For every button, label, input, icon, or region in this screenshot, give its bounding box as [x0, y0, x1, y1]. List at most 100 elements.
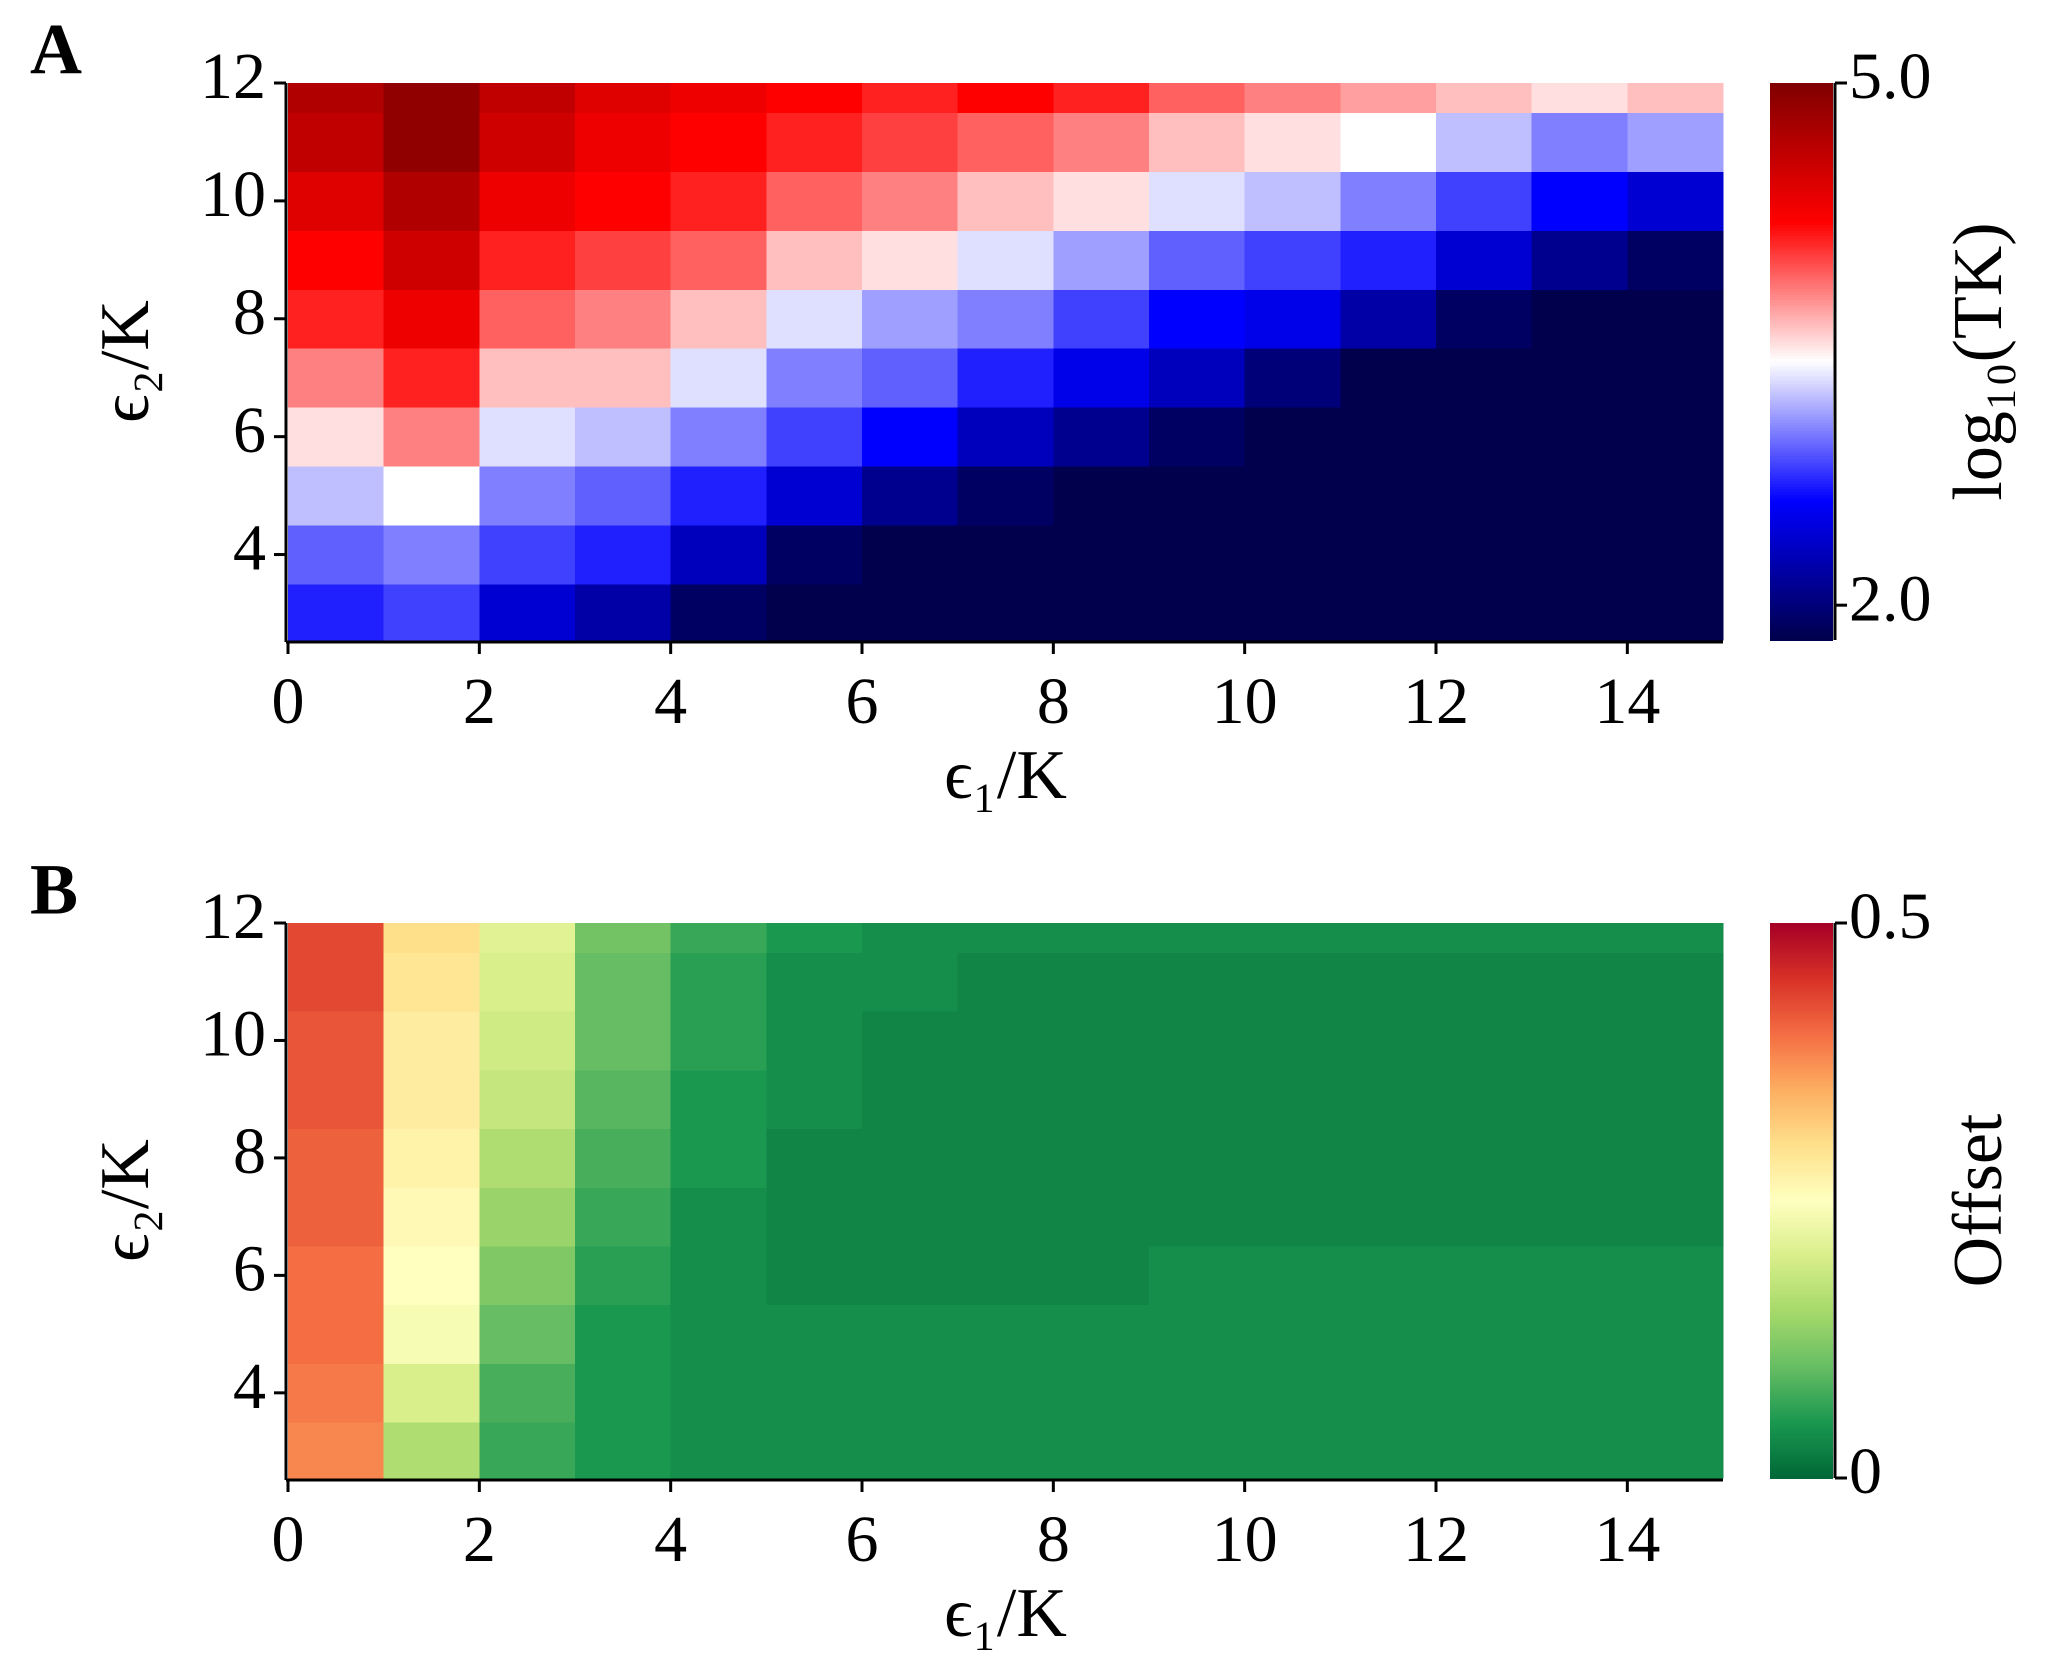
heatmap-cell [479, 112, 576, 172]
colorbar-segment [1770, 1289, 1833, 1293]
colorbar-segment [1770, 503, 1833, 508]
colorbar-segment [1770, 981, 1833, 985]
heatmap-cell [1436, 171, 1533, 231]
colorbar-segment [1770, 1425, 1833, 1429]
colorbar-segment [1770, 1355, 1833, 1360]
x-axis-label: ϵ₁/K [944, 1575, 1067, 1652]
colorbar-segment [1770, 475, 1833, 480]
colorbar-segment [1770, 353, 1833, 357]
colorbar-segment [1770, 1222, 1833, 1227]
heatmap-cell [1244, 289, 1341, 349]
colorbar-segment [1770, 1411, 1833, 1415]
colorbar-segment [1770, 592, 1833, 597]
colorbar-segment [1770, 355, 1833, 360]
heatmap-cell [862, 584, 959, 641]
colorbar-segment [1770, 1336, 1833, 1341]
colorbar-segment [1770, 1428, 1833, 1432]
colorbar-segment [1770, 1369, 1833, 1374]
heatmap-cell [862, 1422, 959, 1479]
heatmap-cell [1244, 584, 1341, 641]
heatmap-cell [862, 83, 959, 113]
colorbar-segment [1770, 1172, 1833, 1177]
colorbar-segment [1770, 149, 1833, 154]
colorbar-segment [1770, 99, 1833, 104]
colorbar-segment [1770, 942, 1833, 946]
colorbar-segment [1770, 1314, 1833, 1318]
heatmap-cell [383, 1128, 480, 1188]
heatmap-cell [670, 230, 767, 290]
heatmap-cell [383, 1304, 480, 1364]
heatmap-cell [1627, 1128, 1724, 1188]
colorbar-segment [1770, 133, 1833, 137]
heatmap-cell [1531, 171, 1628, 231]
colorbar-segment [1770, 289, 1833, 293]
heatmap-cell [383, 112, 480, 172]
colorbar-segment [1770, 389, 1833, 393]
colorbar-segment [1770, 1455, 1833, 1460]
colorbar-segment [1770, 1034, 1833, 1038]
colorbar-segment [1770, 130, 1833, 134]
colorbar-segment [1770, 953, 1833, 958]
colorbar-segment [1770, 556, 1833, 561]
heatmap-cell [1149, 1011, 1246, 1071]
colorbar-segment [1770, 428, 1833, 432]
colorbar-segment [1770, 303, 1833, 307]
heatmap-cell [288, 171, 385, 231]
heatmap-cell [1244, 230, 1341, 290]
y-tick-label: 8 [233, 1115, 266, 1188]
heatmap-cell [862, 112, 959, 172]
colorbar-segment [1770, 227, 1833, 232]
colorbar-segment [1770, 222, 1833, 226]
colorbar-segment [1770, 330, 1833, 335]
colorbar-segment [1770, 1380, 1833, 1385]
colorbar-segment [1770, 1464, 1833, 1468]
heatmap-cell [288, 584, 385, 641]
heatmap-cell [1149, 584, 1246, 641]
heatmap-cell [1244, 1187, 1341, 1247]
colorbar-segment [1770, 96, 1833, 101]
colorbar-segment [1770, 634, 1833, 639]
heatmap-cell [1627, 289, 1724, 349]
colorbar-tick-label: 0.5 [1849, 880, 1932, 953]
heatmap-cell [479, 171, 576, 231]
heatmap-cell [288, 1011, 385, 1071]
x-tick-label: 14 [1594, 665, 1660, 738]
y-tick-label: 4 [233, 1350, 266, 1423]
colorbar-segment [1770, 1319, 1833, 1324]
heatmap-cell [479, 923, 576, 953]
colorbar-segment [1770, 85, 1833, 90]
heatmap-cell [1627, 1187, 1724, 1247]
y-tick-label: 8 [233, 276, 266, 349]
heatmap-cell [766, 952, 863, 1012]
colorbar-segment [1770, 1150, 1833, 1155]
colorbar-segment [1770, 1053, 1833, 1057]
colorbar-segment [1770, 264, 1833, 268]
colorbar-segment [1770, 375, 1833, 380]
colorbar-segment [1770, 286, 1833, 290]
heatmap-cell [1149, 1422, 1246, 1479]
heatmap-cell [670, 466, 767, 526]
colorbar-segment [1770, 417, 1833, 421]
heatmap-cell [575, 1187, 672, 1247]
colorbar-segment [1770, 1372, 1833, 1377]
heatmap-cell [575, 1304, 672, 1364]
y-tick-label: 6 [233, 394, 266, 467]
colorbar-segment [1770, 269, 1833, 274]
colorbar-segment [1770, 1192, 1833, 1196]
heatmap-cell [670, 1187, 767, 1247]
heatmap-cell [1436, 112, 1533, 172]
colorbar-segment [1770, 492, 1833, 496]
colorbar-segment [1770, 144, 1833, 148]
colorbar-segment [1770, 439, 1833, 444]
heatmap-cell [575, 923, 672, 953]
colorbar-segment [1770, 961, 1833, 966]
y-tick-label: 12 [200, 880, 266, 953]
heatmap-cell [862, 407, 959, 467]
colorbar-segment [1770, 311, 1833, 315]
heatmap-cell [957, 1304, 1054, 1364]
colorbar-segment [1770, 252, 1833, 257]
colorbar-segment [1770, 1106, 1833, 1110]
heatmap-cell [383, 952, 480, 1012]
x-tick-label: 10 [1212, 1503, 1278, 1576]
heatmap-cell [670, 1011, 767, 1071]
